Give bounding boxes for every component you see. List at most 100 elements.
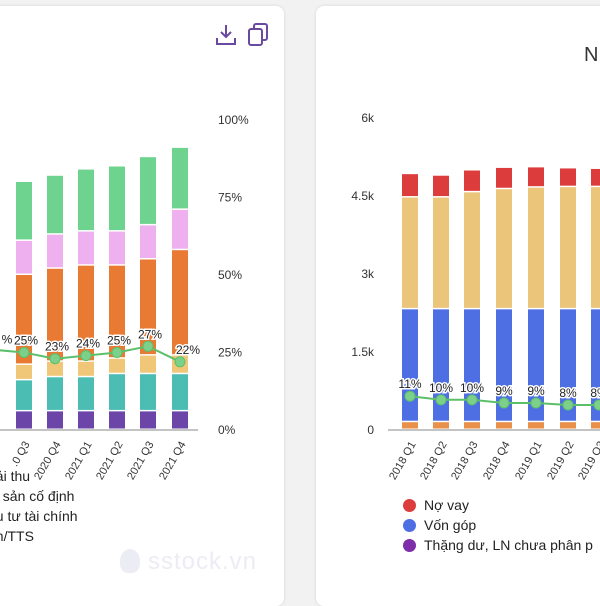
right-chart-card bbox=[316, 6, 600, 606]
left-legend-item[interactable]: hải thu bbox=[0, 466, 78, 486]
right-legend: Nợ vay Vốn góp Thặng dư, LN chưa phân p bbox=[403, 495, 593, 555]
left-bar-segment bbox=[78, 231, 94, 265]
left-bar-segment bbox=[109, 411, 125, 429]
left-bar-segment bbox=[47, 361, 63, 376]
left-legend-label: ầu tư tài chính bbox=[0, 508, 78, 524]
left-line-label: 25% bbox=[14, 334, 38, 348]
right-bar-segment bbox=[591, 422, 600, 429]
left-bar-segment bbox=[109, 374, 125, 410]
left-bar-segment bbox=[172, 250, 188, 355]
left-bar-segment bbox=[172, 147, 188, 209]
left-bar-segment bbox=[47, 377, 63, 410]
right-legend-label: Nợ vay bbox=[424, 497, 469, 513]
right-legend-item[interactable]: Nợ vay bbox=[403, 495, 593, 515]
watermark-logo-icon bbox=[120, 549, 140, 573]
right-line-label: 10% bbox=[460, 381, 484, 395]
right-bar-segment bbox=[528, 309, 544, 421]
left-bar-segment bbox=[47, 175, 63, 234]
left-line-label: 27% bbox=[138, 327, 162, 341]
right-bar-segment bbox=[402, 174, 418, 197]
watermark: sstock.vn bbox=[120, 548, 257, 576]
left-line-point bbox=[18, 347, 30, 358]
left-bar-segment bbox=[78, 411, 94, 429]
download-icon[interactable] bbox=[214, 22, 238, 48]
right-bar-segment bbox=[433, 197, 449, 308]
right-line-point bbox=[593, 399, 600, 411]
right-bar-segment bbox=[496, 167, 512, 188]
right-bar-segment bbox=[402, 309, 418, 421]
copy-icon-svg bbox=[248, 23, 268, 46]
left-line-label: 22% bbox=[176, 343, 200, 357]
left-legend-item[interactable]: ầu tư tài chính bbox=[0, 506, 78, 526]
left-bar-segment bbox=[140, 259, 156, 355]
right-x-tick: 2018 Q4 bbox=[481, 440, 512, 483]
right-bar-segment bbox=[528, 187, 544, 308]
left-bar-segment bbox=[78, 361, 94, 376]
left-legend-item[interactable]: ền/TTS bbox=[0, 526, 78, 546]
left-bar-segment bbox=[16, 411, 32, 429]
left-bar-segment bbox=[109, 166, 125, 231]
right-bar-segment bbox=[591, 168, 600, 186]
right-chart-title: N bbox=[584, 44, 599, 66]
right-bar-segment bbox=[433, 175, 449, 197]
watermark-text: sstock.vn bbox=[148, 548, 258, 575]
download-icon-svg bbox=[216, 25, 236, 45]
right-line-label: 9% bbox=[495, 384, 513, 398]
right-y-tick: 4.5k bbox=[351, 189, 375, 203]
right-bar-segment bbox=[496, 189, 512, 308]
left-bar-segment bbox=[16, 380, 32, 410]
right-y-tick: 3k bbox=[361, 267, 375, 281]
right-line-label: 10% bbox=[429, 381, 453, 395]
right-x-tick: 2019 Q2 bbox=[545, 440, 576, 483]
left-legend-label: ền/TTS bbox=[0, 528, 34, 544]
right-bar-segment bbox=[402, 197, 418, 308]
left-line-point bbox=[111, 347, 123, 358]
left-line-point bbox=[80, 350, 92, 362]
left-bar-segment bbox=[172, 411, 188, 429]
left-line-label: 25% bbox=[107, 334, 131, 348]
right-x-tick: 2018 Q2 bbox=[418, 440, 449, 483]
right-line-point bbox=[435, 394, 447, 406]
right-legend-swatch bbox=[403, 518, 416, 532]
left-x-tick: .0 Q3 bbox=[9, 440, 33, 469]
left-bar-segment bbox=[16, 182, 32, 240]
copy-icon[interactable] bbox=[246, 21, 270, 47]
right-legend-item[interactable]: Thặng dư, LN chưa phân p bbox=[403, 535, 593, 555]
left-legend-item[interactable]: ài sản cố định bbox=[0, 486, 78, 506]
left-y-tick: 25% bbox=[218, 346, 242, 360]
right-bar-segment bbox=[560, 422, 576, 429]
right-line-point bbox=[404, 390, 416, 402]
left-bar-segment bbox=[78, 377, 94, 410]
right-bar-segment bbox=[496, 422, 512, 429]
right-bar-segment bbox=[464, 170, 480, 191]
right-bar-segment bbox=[591, 187, 600, 308]
left-bar-segment bbox=[140, 374, 156, 410]
left-legend-label: hải thu bbox=[0, 468, 31, 484]
right-legend-swatch bbox=[403, 538, 416, 552]
left-bar-segment bbox=[140, 355, 156, 373]
right-line-point bbox=[498, 397, 510, 409]
right-bar-segment bbox=[528, 167, 544, 187]
left-bar-segment bbox=[109, 358, 125, 373]
left-bar-segment bbox=[109, 231, 125, 265]
left-legend: hải thu ài sản cố định ầu tư tài chính ền/T… bbox=[0, 466, 78, 546]
left-y-tick: 100% bbox=[218, 113, 249, 127]
right-line-label: 8% bbox=[590, 386, 600, 400]
left-bar-segment bbox=[140, 157, 156, 224]
left-x-tick: 2021 Q2 bbox=[94, 440, 125, 483]
left-bar-segment bbox=[47, 268, 63, 361]
right-x-tick: 2019 Q3 bbox=[576, 440, 600, 483]
left-y-tick: 50% bbox=[218, 268, 242, 282]
right-legend-swatch bbox=[403, 498, 416, 512]
right-x-tick: 2019 Q1 bbox=[513, 440, 544, 483]
right-line-label: 8% bbox=[559, 386, 577, 400]
right-legend-item[interactable]: Vốn góp bbox=[403, 515, 593, 535]
left-line-label: 23% bbox=[45, 340, 69, 354]
right-legend-label: Thặng dư, LN chưa phân p bbox=[424, 537, 593, 553]
right-line-point bbox=[562, 399, 574, 411]
left-bar-segment bbox=[16, 364, 32, 379]
right-bar-segment bbox=[402, 422, 418, 429]
right-bar-segment bbox=[464, 192, 480, 308]
right-bar-segment bbox=[560, 187, 576, 308]
right-bar-segment bbox=[464, 309, 480, 421]
